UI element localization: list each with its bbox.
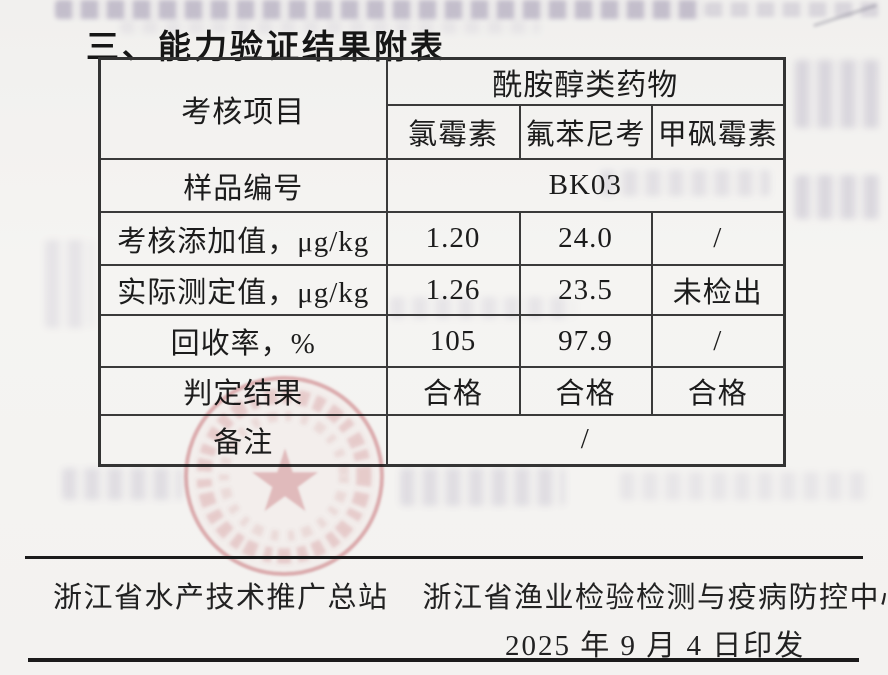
table-row: 氯霉素 氟苯尼考 甲砜霉素: [100, 104, 786, 160]
cell-value: 合格: [650, 366, 786, 416]
results-table: 考核项目 酰胺醇类药物 氯霉素 氟苯尼考 甲砜霉素 样品编号 BK03 考核添加…: [98, 57, 787, 467]
row-label-sample-id: 样品编号: [98, 158, 388, 213]
header-drug-3: 甲砜霉素: [650, 104, 786, 160]
table-row: 实际测定值，μg/kg 1.26 23.5 未检出: [98, 264, 786, 316]
row-label-remarks: 备注: [98, 414, 388, 466]
cell-value: 1.26: [385, 264, 521, 316]
header-item-col: 考核项目: [98, 57, 388, 160]
header-drug-class: 酰胺醇类药物: [385, 57, 786, 106]
bleedthrough-artifact: [795, 175, 880, 219]
cell-value: 合格: [385, 366, 521, 416]
row-label-judgment: 判定结果: [98, 366, 388, 416]
footer-organizations: 浙江省水产技术推广总站 浙江省渔业检验检测与疫病防控中心: [53, 574, 888, 616]
cell-value: 24.0: [518, 211, 653, 266]
row-label-added-value: 考核添加值，μg/kg: [98, 211, 388, 266]
table-row: 样品编号 BK03: [98, 158, 786, 213]
cell-value: /: [650, 211, 786, 266]
bleedthrough-artifact: [62, 468, 182, 500]
footer-date-line: 2025 年 9 月 4 日印发: [505, 630, 806, 662]
footer-divider-top: [25, 556, 863, 559]
table-row: 考核项目 酰胺醇类药物: [98, 57, 786, 160]
table-row: 回收率，% 105 97.9 /: [98, 314, 786, 368]
cell-value: /: [650, 314, 786, 368]
cell-value: 合格: [518, 366, 653, 416]
table-row: 备注 /: [98, 414, 786, 466]
org-name-left: 浙江省水产技术推广总站: [53, 582, 389, 614]
table-row: 判定结果 合格 合格 合格: [98, 366, 786, 416]
bleedthrough-artifact: [620, 472, 870, 500]
cell-value: 未检出: [650, 264, 786, 316]
bleedthrough-artifact: [795, 60, 880, 128]
header-drug-2: 氟苯尼考: [518, 104, 653, 160]
cell-value: 1.20: [385, 211, 521, 266]
cell-value: 97.9: [518, 314, 653, 368]
bleedthrough-artifact: [400, 468, 565, 506]
sample-id-value: BK03: [385, 158, 786, 213]
remarks-value: /: [385, 414, 786, 466]
bleedthrough-artifact: [45, 240, 93, 328]
cell-value: 105: [385, 314, 521, 368]
row-label-recovery-rate: 回收率，%: [98, 314, 388, 368]
org-name-right: 浙江省渔业检验检测与疫病防控中心: [422, 582, 888, 614]
header-drug-1: 氯霉素: [385, 104, 521, 160]
bleedthrough-artifact-top-right: [705, 2, 880, 17]
table-row: 考核添加值，μg/kg 1.20 24.0 /: [98, 211, 786, 266]
row-label-measured-value: 实际测定值，μg/kg: [98, 264, 388, 316]
bleedthrough-artifact-top: [55, 0, 705, 19]
cell-value: 23.5: [518, 264, 653, 316]
pen-stroke-artifact: [813, 3, 877, 28]
